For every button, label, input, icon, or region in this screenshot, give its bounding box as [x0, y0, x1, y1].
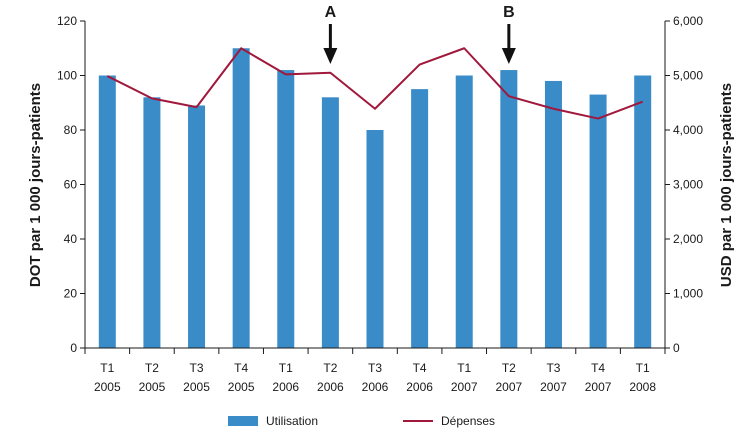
line-depenses [106, 47, 644, 120]
annotation-label-b: B [503, 4, 515, 21]
bars-layer [98, 48, 652, 349]
x-tick-label-quarter-6: T3 [368, 361, 382, 375]
x-tick-label-quarter-2: T3 [190, 361, 204, 375]
bar-utilisation-11 [589, 94, 607, 348]
y-tick-label-left-6: 120 [57, 14, 77, 28]
line-layer [106, 47, 644, 120]
axes-layer: 0 20 40 60 80 100 120 0 1,000 2,000 3,000 4,000 5,00… [57, 14, 703, 394]
y-tick-label-right-2: 2,000 [673, 232, 703, 246]
bar-utilisation-6 [366, 130, 384, 348]
x-tick-label-quarter-9: T2 [502, 361, 516, 375]
bar-utilisation-4 [277, 70, 295, 349]
y-tick-label-right-6: 6,000 [673, 14, 703, 28]
bar-utilisation-7 [411, 89, 429, 348]
bar-utilisation-1 [143, 97, 161, 348]
y-tick-label-left-1: 20 [64, 287, 78, 301]
x-tick-label-year-1: 2005 [139, 380, 166, 394]
x-tick-label-quarter-11: T4 [591, 361, 605, 375]
x-tick-label-year-11: 2007 [585, 380, 612, 394]
y-tick-label-left-2: 40 [64, 232, 78, 246]
x-tick-label-quarter-12: T1 [636, 361, 650, 375]
legend-label-depenses: Dépenses [441, 414, 495, 428]
legend-swatch-utilisation [228, 416, 258, 426]
y-tick-label-right-4: 4,000 [673, 123, 703, 137]
y-axis-title-right: USD par 1 000 jours-patients [718, 83, 735, 287]
x-tick-label-year-4: 2006 [272, 380, 299, 394]
legend-label-utilisation: Utilisation [266, 414, 318, 428]
x-tick-label-year-8: 2007 [451, 380, 478, 394]
x-tick-label-quarter-8: T1 [457, 361, 471, 375]
x-tick-label-quarter-3: T4 [234, 361, 248, 375]
x-tick-label-year-6: 2006 [362, 380, 389, 394]
y-tick-label-left-5: 100 [57, 69, 77, 83]
x-tick-label-year-12: 2008 [629, 380, 656, 394]
bar-utilisation-3 [232, 48, 250, 348]
y-tick-label-right-3: 3,000 [673, 178, 703, 192]
x-tick-label-quarter-10: T3 [546, 361, 560, 375]
y-tick-label-right-0: 0 [673, 341, 680, 355]
x-tick-label-year-0: 2005 [94, 380, 121, 394]
annotation-arrow-head-b [501, 48, 516, 64]
bar-utilisation-0 [98, 75, 116, 348]
y-tick-label-right-1: 1,000 [673, 287, 703, 301]
bar-utilisation-9 [500, 70, 518, 349]
x-tick-label-year-3: 2005 [228, 380, 255, 394]
x-tick-label-quarter-5: T2 [323, 361, 337, 375]
x-tick-label-quarter-0: T1 [100, 361, 114, 375]
bar-utilisation-2 [188, 105, 206, 348]
x-tick-label-year-10: 2007 [540, 380, 567, 394]
x-tick-label-year-7: 2006 [406, 380, 433, 394]
x-tick-label-year-5: 2006 [317, 380, 344, 394]
y-tick-label-left-3: 60 [64, 178, 78, 192]
x-tick-label-quarter-7: T4 [413, 361, 427, 375]
bar-utilisation-8 [455, 75, 473, 348]
x-tick-label-year-2: 2005 [183, 380, 210, 394]
x-tick-label-quarter-1: T2 [145, 361, 159, 375]
bar-utilisation-12 [634, 75, 652, 348]
y-axis-title-left: DOT par 1 000 jours-patients [27, 83, 44, 287]
y-tick-label-left-0: 0 [70, 341, 77, 355]
annotation-label-a: A [325, 4, 337, 21]
annotation-arrow-head-a [323, 48, 338, 64]
legend: Utilisation Dépenses [228, 414, 495, 428]
bar-utilisation-5 [321, 97, 339, 348]
y-tick-label-right-5: 5,000 [673, 69, 703, 83]
x-tick-label-year-9: 2007 [495, 380, 522, 394]
bar-utilisation-10 [544, 80, 562, 348]
y-tick-label-left-4: 80 [64, 123, 78, 137]
x-tick-label-quarter-4: T1 [279, 361, 293, 375]
